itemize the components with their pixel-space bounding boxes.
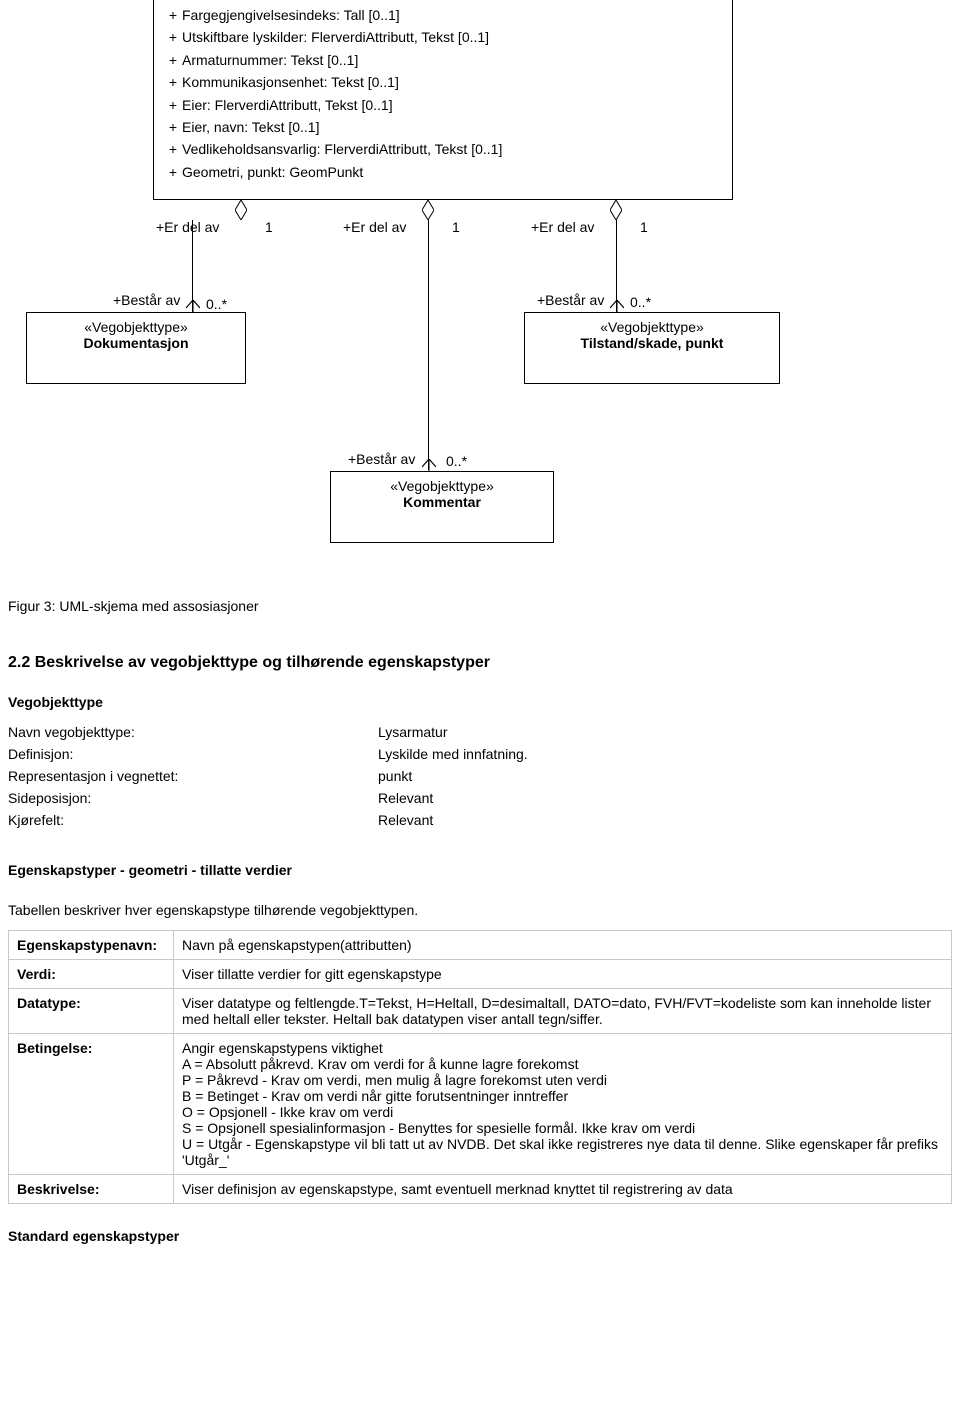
uml-attribute: +Fargegjengivelsesindeks: Tall [0..1]	[164, 4, 722, 26]
connector-line	[616, 220, 617, 312]
uml-class-tilstand: «Vegobjekttype» Tilstand/skade, punkt	[524, 312, 780, 384]
uml-attribute: +Eier, navn: Tekst [0..1]	[164, 116, 722, 138]
role-label: +Er del av	[156, 219, 219, 235]
legend-label: Egenskapstypenavn:	[9, 931, 174, 960]
table-row: Verdi: Viser tillatte verdier for gitt e…	[9, 960, 952, 989]
aggregation-diamond-icon	[235, 200, 245, 218]
definition-value: Relevant	[378, 790, 433, 806]
role-label: +Består av	[348, 451, 415, 467]
definition-row: Sideposisjon: Relevant	[8, 790, 952, 806]
uml-class-kommentar: «Vegobjekttype» Kommentar	[330, 471, 554, 543]
legend-label: Betingelse:	[9, 1034, 174, 1175]
definition-value: Relevant	[378, 812, 433, 828]
legend-label: Beskrivelse:	[9, 1175, 174, 1204]
definition-label: Sideposisjon:	[8, 790, 378, 806]
multiplicity-label: 1	[452, 219, 460, 235]
section-heading: 2.2 Beskrivelse av vegobjekttype og tilh…	[8, 654, 952, 672]
definition-row: Navn vegobjekttype: Lysarmatur	[8, 724, 952, 740]
parent-class-box: +Fargegjengivelsesindeks: Tall [0..1] +U…	[153, 0, 733, 200]
role-label: +Består av	[113, 292, 180, 308]
uml-attribute: +Geometri, punkt: GeomPunkt	[164, 161, 722, 183]
table-row: Datatype: Viser datatype og feltlengde.T…	[9, 989, 952, 1034]
legend-label: Verdi:	[9, 960, 174, 989]
uml-class-name: Kommentar	[345, 494, 539, 510]
figure-caption: Figur 3: UML-skjema med assosiasjoner	[8, 598, 952, 614]
definition-value: Lyskilde med innfatning.	[378, 746, 528, 762]
connector-line	[428, 220, 429, 470]
role-label: +Er del av	[531, 219, 594, 235]
table-row: Egenskapstypenavn: Navn på egenskapstype…	[9, 931, 952, 960]
definition-value: punkt	[378, 768, 412, 784]
definition-list: Navn vegobjekttype: Lysarmatur Definisjo…	[8, 724, 952, 828]
definition-label: Representasjon i vegnettet:	[8, 768, 378, 784]
legend-label: Datatype:	[9, 989, 174, 1034]
role-label: +Er del av	[343, 219, 406, 235]
uml-stereotype: «Vegobjekttype»	[539, 319, 765, 335]
definition-label: Navn vegobjekttype:	[8, 724, 378, 740]
uml-attribute: +Utskiftbare lyskilder: FlerverdiAttribu…	[164, 26, 722, 48]
multiplicity-label: 0..*	[446, 453, 467, 469]
uml-attribute: +Eier: FlerverdiAttributt, Tekst [0..1]	[164, 94, 722, 116]
definition-row: Definisjon: Lyskilde med innfatning.	[8, 746, 952, 762]
legend-table: Egenskapstypenavn: Navn på egenskapstype…	[8, 930, 952, 1204]
definition-label: Kjørefelt:	[8, 812, 378, 828]
table-row: Betingelse: Angir egenskapstypens viktig…	[9, 1034, 952, 1175]
legend-value: Viser datatype og feltlengde.T=Tekst, H=…	[174, 989, 952, 1034]
table-row: Beskrivelse: Viser definisjon av egenska…	[9, 1175, 952, 1204]
uml-attribute: +Kommunikasjonsenhet: Tekst [0..1]	[164, 71, 722, 93]
definition-value: Lysarmatur	[378, 724, 448, 740]
legend-value: Navn på egenskapstypen(attributten)	[174, 931, 952, 960]
uml-class-name: Tilstand/skade, punkt	[539, 335, 765, 351]
multiplicity-label: 1	[640, 219, 648, 235]
uml-attribute: +Armaturnummer: Tekst [0..1]	[164, 49, 722, 71]
uml-stereotype: «Vegobjekttype»	[345, 478, 539, 494]
definition-label: Definisjon:	[8, 746, 378, 762]
multiplicity-label: 1	[265, 219, 273, 235]
multiplicity-label: 0..*	[206, 296, 227, 312]
uml-class-dokumentasjon: «Vegobjekttype» Dokumentasjon	[26, 312, 246, 384]
intro-text: Tabellen beskriver hver egenskapstype ti…	[8, 902, 952, 918]
multiplicity-label: 0..*	[630, 294, 651, 310]
uml-stereotype: «Vegobjekttype»	[41, 319, 231, 335]
uml-diagram: +Fargegjengivelsesindeks: Tall [0..1] +U…	[0, 0, 960, 590]
legend-value: Viser tillatte verdier for gitt egenskap…	[174, 960, 952, 989]
role-label: +Består av	[537, 292, 604, 308]
subsection-heading: Standard egenskapstyper	[8, 1228, 952, 1244]
subsection-heading: Vegobjekttype	[8, 694, 952, 710]
definition-row: Representasjon i vegnettet: punkt	[8, 768, 952, 784]
legend-value: Angir egenskapstypens viktighet A = Abso…	[174, 1034, 952, 1175]
definition-row: Kjørefelt: Relevant	[8, 812, 952, 828]
legend-value: Viser definisjon av egenskapstype, samt …	[174, 1175, 952, 1204]
subsection-heading: Egenskapstyper - geometri - tillatte ver…	[8, 862, 952, 878]
aggregation-diamond-icon	[422, 200, 432, 218]
aggregation-diamond-icon	[610, 200, 620, 218]
uml-attribute: +Vedlikeholdsansvarlig: FlerverdiAttribu…	[164, 138, 722, 160]
connector-line	[192, 220, 193, 312]
uml-class-name: Dokumentasjon	[41, 335, 231, 351]
